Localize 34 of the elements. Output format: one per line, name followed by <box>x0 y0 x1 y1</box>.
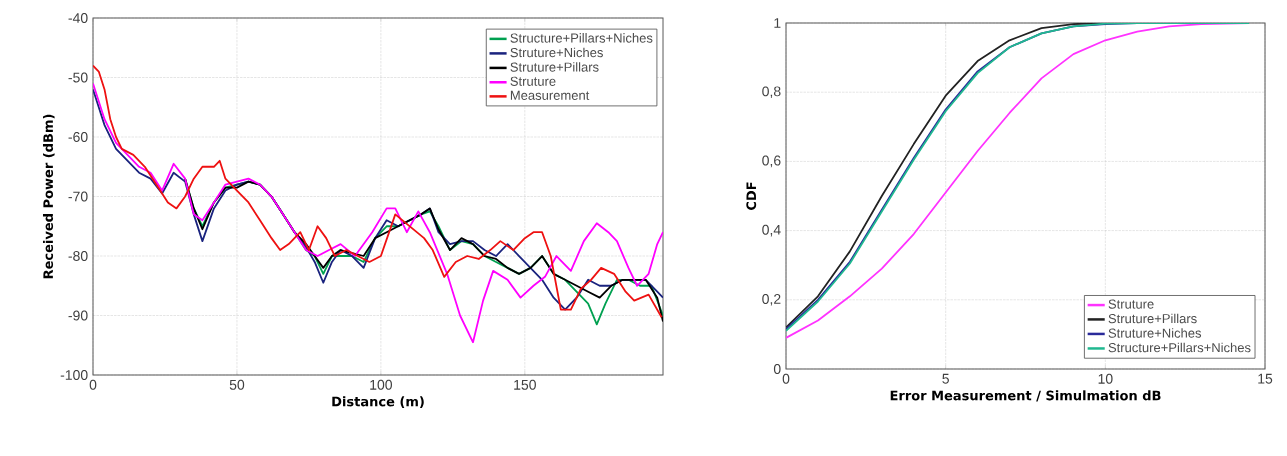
y-tick-label: -80 <box>68 251 88 261</box>
y-tick-label: 0,4 <box>762 224 781 237</box>
legend-label: Struture+Pillars <box>510 62 599 72</box>
x-tick-label: 100 <box>370 379 393 390</box>
x-tick-label: 50 <box>229 379 245 390</box>
legend-label: Structure+Pillars+Niches <box>1108 342 1251 353</box>
x-axis-title: Error Measurement / Simulmation dB <box>890 390 1161 402</box>
x-tick-label: 5 <box>942 373 949 384</box>
x-tick-label: 150 <box>514 379 536 390</box>
y-tick-label: 0,2 <box>762 294 781 306</box>
legend-label: Struture <box>510 76 556 86</box>
y-axis-title: CDF <box>746 182 757 210</box>
y-axis-title: Received Power (dBm) <box>42 114 55 279</box>
y-tick-label: -100 <box>60 370 88 380</box>
x-tick-label: 0 <box>782 373 790 384</box>
y-tick-label: -50 <box>68 72 88 83</box>
x-tick-label: 0 <box>89 379 97 390</box>
y-tick-label: 0 <box>773 364 781 374</box>
y-tick-label: -40 <box>68 13 88 23</box>
legend-label: Measurement <box>510 90 590 100</box>
y-tick-label: -90 <box>68 310 88 321</box>
y-tick-label: 1 <box>774 18 781 28</box>
legend-label: Struture+Niches <box>510 47 603 58</box>
y-tick-label: -70 <box>68 191 88 202</box>
x-axis-title: Distance (m) <box>332 396 424 408</box>
y-tick-label: -60 <box>68 132 88 142</box>
x-tick-label: 15 <box>1258 373 1273 384</box>
x-tick-label: 10 <box>1098 373 1113 384</box>
legend-label: Struture+Pillars <box>1108 313 1197 324</box>
y-tick-label: 0,8 <box>762 86 781 98</box>
y-tick-label: 0,6 <box>762 155 781 168</box>
legend-label: Structure+Pillars+Niches <box>510 33 653 43</box>
legend-label: Struture+Niches <box>1108 328 1202 338</box>
legend-label: Struture <box>1108 299 1154 309</box>
